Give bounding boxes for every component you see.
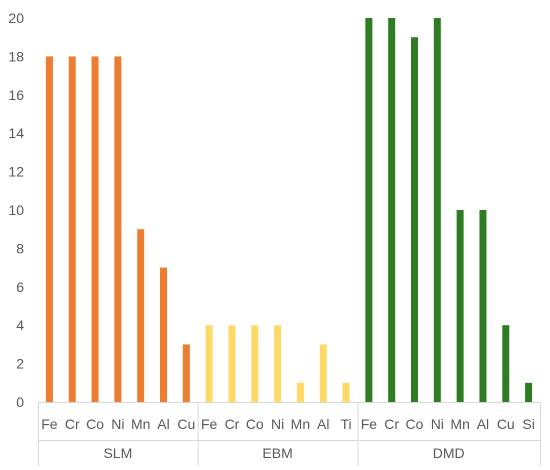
y-tick-label: 0 [16, 394, 24, 410]
y-tick-label: 6 [16, 279, 24, 295]
y-tick-label: 20 [8, 10, 24, 26]
x-category-label: Si [522, 416, 534, 432]
y-tick-label: 2 [16, 356, 24, 372]
bar-ebm-fe [205, 325, 213, 402]
group-label-dmd: DMD [433, 445, 465, 461]
bar-slm-co [91, 56, 99, 403]
y-tick-label: 4 [16, 317, 24, 333]
bar-dmd-al [479, 210, 487, 402]
x-category-label: Fe [201, 416, 218, 432]
x-category-label: Mn [450, 416, 469, 432]
x-category-label: Cr [384, 416, 399, 432]
x-category-label: Co [406, 416, 424, 432]
x-category-label: Ni [431, 416, 444, 432]
bar-dmd-si [525, 382, 533, 402]
bar-dmd-ni [433, 18, 441, 402]
x-category-label: Ti [340, 416, 351, 432]
y-tick-label: 16 [8, 87, 24, 103]
bar-slm-ni [114, 56, 122, 403]
x-category-label: Co [246, 416, 264, 432]
bar-slm-fe [45, 56, 53, 403]
bar-slm-mn [137, 229, 145, 402]
bar-slm-cr [68, 56, 76, 403]
bar-slm-cu [182, 344, 190, 402]
bar-ebm-cr [228, 325, 236, 402]
y-axis: 0 2 4 6 8 10 12 14 16 18 20 [8, 10, 24, 410]
bars [45, 18, 533, 403]
bar-dmd-cr [388, 18, 396, 402]
x-category-label: Fe [41, 416, 58, 432]
x-category-label: Al [477, 416, 489, 432]
x-category-label: Cu [177, 416, 195, 432]
group-label-ebm: EBM [262, 445, 292, 461]
x-axis: Fe Cr Co Ni Mn Al Cu SLM Fe Cr Co Ni Mn Al Ti EBM Fe Cr Co… [38, 402, 541, 466]
group-label-slm: SLM [103, 445, 132, 461]
y-tick-label: 12 [8, 164, 24, 180]
x-category-label: Ni [271, 416, 284, 432]
y-tick-label: 10 [8, 202, 24, 218]
bar-dmd-fe [365, 18, 373, 402]
bar-ebm-al [319, 344, 327, 402]
x-category-label: Cr [225, 416, 240, 432]
bar-dmd-co [411, 37, 418, 402]
x-category-label: Ni [111, 416, 124, 432]
bar-dmd-mn [456, 210, 464, 402]
x-category-label: Mn [131, 416, 150, 432]
y-tick-label: 18 [8, 48, 24, 64]
y-tick-label: 14 [8, 125, 24, 141]
bar-dmd-cu [502, 325, 510, 402]
bar-ebm-ti [342, 382, 350, 402]
bar-ebm-mn [296, 382, 304, 402]
x-category-label: Al [317, 416, 329, 432]
x-category-label: Cu [497, 416, 515, 432]
bar-slm-al [160, 267, 167, 402]
x-category-label: Cr [65, 416, 80, 432]
y-tick-label: 8 [16, 240, 24, 256]
x-category-label: Co [86, 416, 104, 432]
bar-ebm-co [251, 325, 259, 402]
x-category-label: Al [157, 416, 169, 432]
x-category-label: Mn [291, 416, 310, 432]
x-category-label: Fe [361, 416, 378, 432]
bar-ebm-ni [274, 325, 282, 402]
